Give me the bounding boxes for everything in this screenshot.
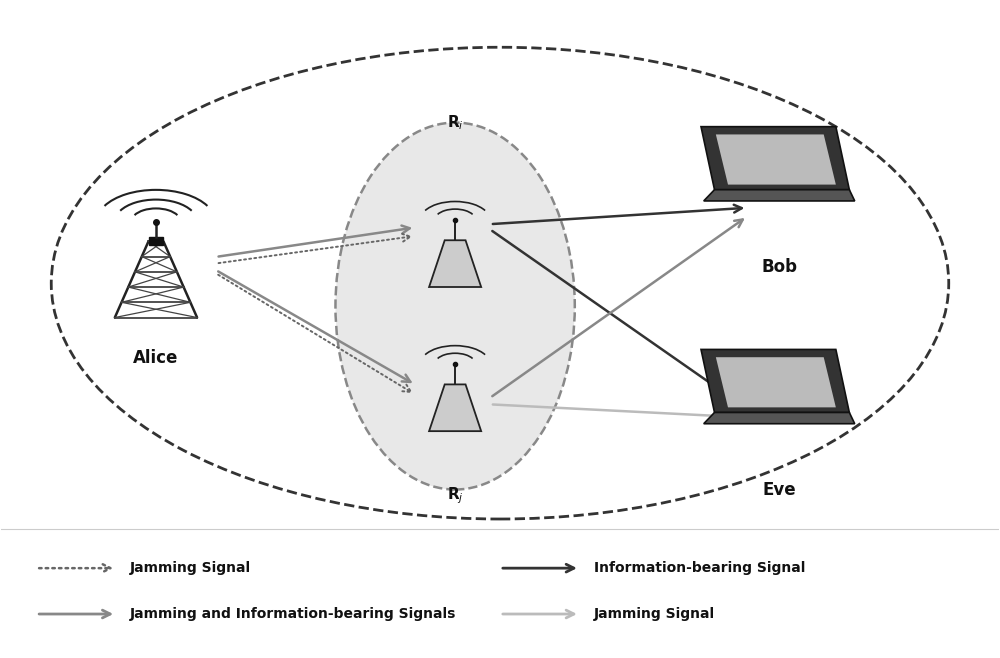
Text: Jamming and Information-bearing Signals: Jamming and Information-bearing Signals [130,607,456,621]
Polygon shape [429,240,481,287]
Polygon shape [716,134,836,185]
Text: Jamming Signal: Jamming Signal [594,607,715,621]
Polygon shape [701,349,849,413]
Text: Jamming Signal: Jamming Signal [130,561,251,575]
Text: Information-bearing Signal: Information-bearing Signal [594,561,805,575]
Text: R$_i$: R$_i$ [447,113,464,132]
Polygon shape [429,384,481,431]
Polygon shape [701,127,849,190]
Polygon shape [704,190,855,201]
Polygon shape [704,413,855,424]
Ellipse shape [335,122,575,490]
Polygon shape [716,357,836,407]
Text: Alice: Alice [133,349,179,367]
Text: Bob: Bob [761,258,797,276]
FancyBboxPatch shape [149,238,163,245]
Text: Eve: Eve [762,480,796,499]
Text: R$_j$: R$_j$ [447,486,464,507]
